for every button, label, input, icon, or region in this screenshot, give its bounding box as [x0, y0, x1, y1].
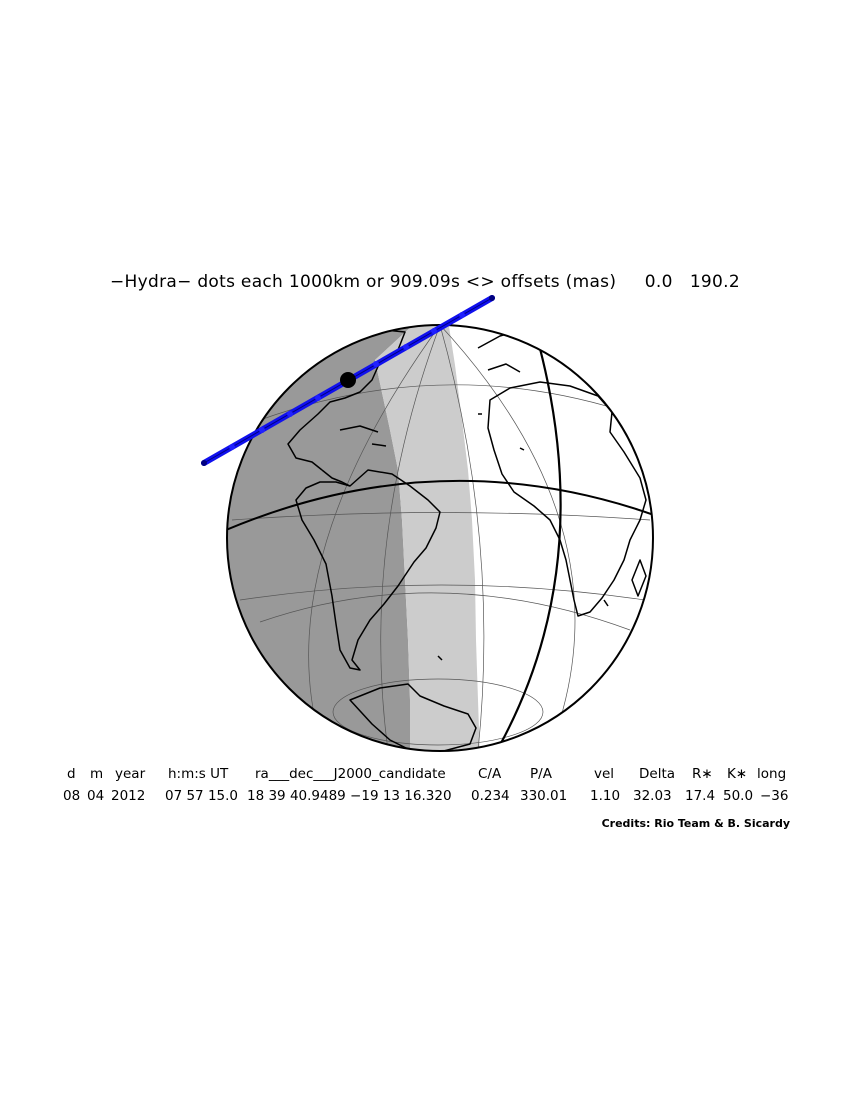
- event-parameters-table: d m year h:m:s UT ra___dec___J2000_candi…: [55, 766, 800, 810]
- track-dot: [259, 427, 265, 433]
- table-value-row: 08 04 2012 07 57 15.0 18 39 40.9489 −19 …: [55, 788, 800, 810]
- header-pa: P/A: [530, 766, 552, 782]
- value-delta: 32.03: [633, 788, 672, 804]
- value-kstar: 50.0: [723, 788, 754, 804]
- value-radec: 18 39 40.9489 −19 13 16.320: [247, 788, 452, 804]
- value-ca: 0.234: [471, 788, 510, 804]
- value-pa: 330.01: [520, 788, 568, 804]
- track-dot: [403, 344, 409, 350]
- credits-line: Credits: Rio Team & B. Sicardy: [601, 817, 790, 830]
- header-day: d: [67, 766, 76, 782]
- value-day: 08: [63, 788, 81, 804]
- header-vel: vel: [594, 766, 615, 782]
- track-dot: [229, 444, 235, 450]
- plot-title: −Hydra− dots each 1000km or 909.09s <> o…: [109, 272, 740, 292]
- header-ca: C/A: [478, 766, 502, 782]
- header-time: h:m:s UT: [168, 766, 229, 782]
- header-delta: Delta: [639, 766, 676, 782]
- header-year: year: [115, 766, 146, 782]
- header-long: long: [757, 766, 787, 782]
- track-dot: [315, 395, 321, 401]
- equator-line: [227, 479, 653, 531]
- header-rstar: R∗: [692, 766, 713, 782]
- track-dot: [287, 411, 293, 417]
- value-vel: 1.10: [590, 788, 621, 804]
- track-dot: [459, 312, 465, 318]
- track-dot: [489, 295, 495, 301]
- continent-outlines: [279, 329, 647, 751]
- header-month: m: [90, 766, 104, 782]
- day-limit-line: [499, 329, 562, 746]
- header-radec: ra___dec___J2000_candidate: [255, 766, 446, 782]
- value-time: 07 57 15.0: [165, 788, 238, 804]
- track-dot: [431, 328, 437, 334]
- header-kstar: K∗: [727, 766, 748, 782]
- value-year: 2012: [111, 788, 146, 804]
- shadow-track: [201, 295, 495, 466]
- track-dot: [201, 460, 207, 466]
- table-header-row: d m year h:m:s UT ra___dec___J2000_candi…: [55, 766, 800, 788]
- value-rstar: 17.4: [685, 788, 716, 804]
- globe-twilight-band: [375, 325, 480, 751]
- closest-approach-marker: [340, 372, 356, 388]
- value-long: −36: [760, 788, 789, 804]
- track-dot: [373, 361, 379, 367]
- value-month: 04: [87, 788, 105, 804]
